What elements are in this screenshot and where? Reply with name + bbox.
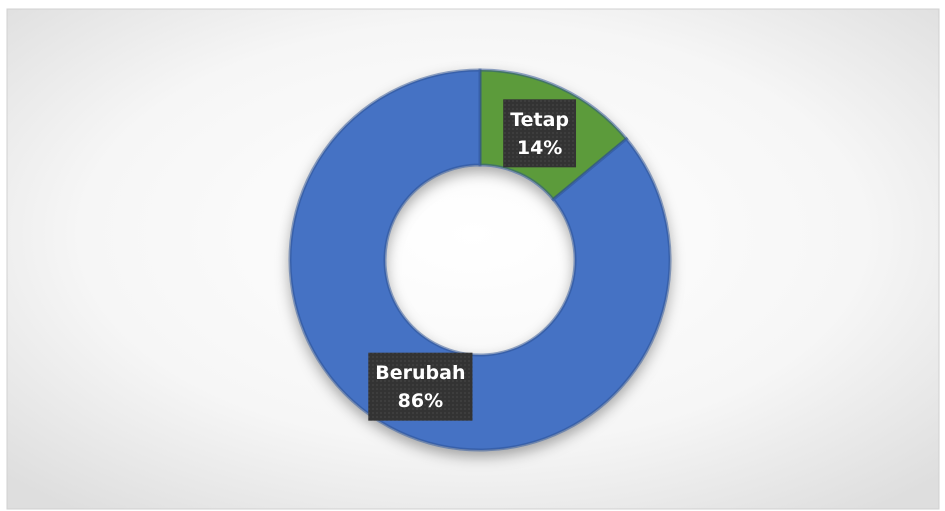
data-labels: Tetap 14% Berubah 86% (368, 99, 577, 421)
value-label: 86% (398, 390, 443, 412)
category-label: Berubah (375, 362, 465, 384)
value-label: 14% (517, 137, 562, 159)
category-label: Tetap (510, 109, 569, 131)
data-label-box (503, 99, 577, 168)
data-label-box (368, 352, 473, 421)
